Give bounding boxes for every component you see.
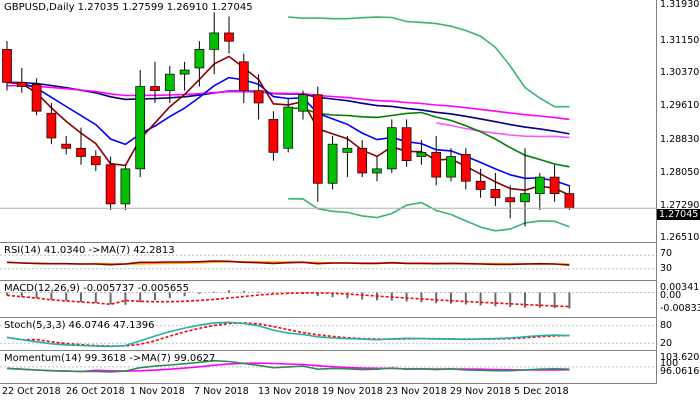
candle-body (120, 168, 131, 205)
candle-body (475, 180, 486, 190)
bollinger-upper-line (288, 16, 570, 108)
price-scale-label: 1.29610 (660, 100, 700, 111)
candle-body (105, 164, 116, 205)
candle-body (327, 143, 338, 184)
momentum-scale-label: 100 (660, 358, 679, 369)
momentum-pane[interactable]: Momentum(14) 99.3618 ->MA(7) 99.0627 (0, 351, 656, 384)
date-label: 26 Oct 2018 (66, 386, 125, 397)
candle-body (549, 176, 560, 194)
price-scale-label: 1.28830 (660, 134, 700, 145)
momentum-ma-line (6, 362, 570, 373)
candle-body (16, 82, 27, 87)
candle-body (298, 94, 308, 112)
candle-body (401, 127, 412, 161)
candle-body (283, 106, 294, 149)
candle-body (312, 94, 323, 184)
candle-body (342, 147, 353, 153)
bollinger-lower-line (288, 198, 570, 232)
price-chart-svg (0, 12, 656, 232)
candle-body (150, 86, 160, 91)
momentum-line (6, 359, 570, 373)
candle-body (460, 154, 471, 182)
candle-body (505, 197, 516, 203)
candle-body (224, 32, 234, 42)
stochastic-pane[interactable]: Stoch(5,3,3) 46.0746 47.1396 (0, 318, 656, 351)
candle-body (164, 73, 175, 91)
stochastic-svg (0, 321, 656, 348)
price-scale-label: 1.31930 (660, 0, 700, 10)
stochastic-scale-label: 80 (660, 320, 673, 331)
date-label: 1 Nov 2018 (130, 386, 185, 397)
rsi-pane[interactable]: RSI(14) 41.0340 ->MA(7) 42.2813 (0, 243, 656, 281)
momentum-scale[interactable]: 103.6206 100 96.0616 (656, 351, 700, 384)
stochastic-title: Stoch(5,3,3) 46.0746 47.1396 (4, 320, 155, 331)
macd-scale[interactable]: 0.003413 0.00 -0.008336 (656, 281, 700, 318)
candle-body (446, 156, 456, 178)
ma-green-line (288, 107, 570, 168)
momentum-scale-label: 96.0616 (660, 366, 700, 377)
macd-svg (0, 290, 656, 309)
date-label: 5 Dec 2018 (514, 386, 569, 397)
rsi-svg (0, 254, 656, 270)
macd-scale-label: 0.003413 (660, 282, 700, 293)
candle-body (90, 156, 101, 166)
candle-body (238, 61, 249, 91)
stoch-main-line (6, 321, 570, 348)
rsi-title: RSI(14) 41.0340 ->MA(7) 42.2813 (4, 245, 175, 256)
macd-scale-label: -0.008336 (660, 303, 700, 314)
candle-body (357, 147, 368, 174)
stochastic-scale-label: 20 (660, 338, 673, 349)
candle-body (520, 193, 530, 203)
price-scale-label: 1.27290 (660, 200, 700, 211)
date-label: 19 Nov 2018 (322, 386, 383, 397)
rsi-scale-label: 30 (660, 263, 673, 274)
date-label: 13 Nov 2018 (258, 386, 319, 397)
price-scale-label: 1.31150 (660, 35, 700, 46)
candle-body (386, 127, 397, 170)
macd-signal-line (6, 292, 570, 308)
ma-magenta-line (7, 84, 570, 121)
candle-body (2, 49, 12, 83)
candle-body (194, 49, 205, 69)
macd-title: MACD(12,26,9) -0.005737 -0.005655 (4, 283, 189, 294)
candle-body (61, 143, 72, 149)
candle-body (372, 168, 382, 174)
rsi-scale-label: 70 (660, 248, 673, 259)
date-label: 7 Nov 2018 (194, 386, 249, 397)
price-chart-pane[interactable]: GBPUSD,Daily 1.27035 1.27599 1.26910 1.2… (0, 0, 656, 243)
macd-pane[interactable]: MACD(12,26,9) -0.005737 -0.005655 (0, 281, 656, 318)
ema-blue-line (6, 76, 570, 187)
candle-body (31, 84, 42, 112)
price-scale[interactable]: 1.31930 1.31150 1.30370 1.29610 1.28830 … (656, 0, 700, 243)
price-scale-label: 1.30370 (660, 67, 700, 78)
price-scale-label: 1.26510 (660, 232, 700, 243)
price-scale-label: 1.28050 (660, 167, 700, 178)
candle-body (268, 119, 279, 153)
date-label: 29 Nov 2018 (450, 386, 511, 397)
candle-body (135, 86, 146, 170)
macd-scale-label: 0.00 (660, 290, 682, 301)
price-chart-title: GBPUSD,Daily 1.27035 1.27599 1.26910 1.2… (4, 2, 253, 13)
candle-body (490, 189, 501, 199)
rsi-scale[interactable]: 70 30 (656, 243, 700, 281)
momentum-title: Momentum(14) 99.3618 ->MA(7) 99.0627 (4, 353, 216, 364)
candle-body (564, 193, 575, 209)
candle-body (253, 90, 264, 104)
momentum-scale-label: 103.6206 (660, 352, 700, 363)
candle-body (76, 147, 86, 157)
candle-body (416, 152, 427, 157)
candle-body (209, 32, 220, 50)
date-label: 23 Nov 2018 (386, 386, 447, 397)
candle-body (46, 112, 57, 139)
candle-body (179, 69, 190, 75)
stochastic-scale[interactable]: 80 20 (656, 318, 700, 351)
rsi-line (6, 260, 570, 266)
ma-pink-line (436, 122, 570, 139)
candle-body (431, 152, 442, 178)
date-label: 22 Oct 2018 (2, 386, 61, 397)
candle-body (534, 176, 545, 194)
current-price-badge: 1.27045 (657, 209, 700, 220)
momentum-svg (0, 359, 656, 373)
